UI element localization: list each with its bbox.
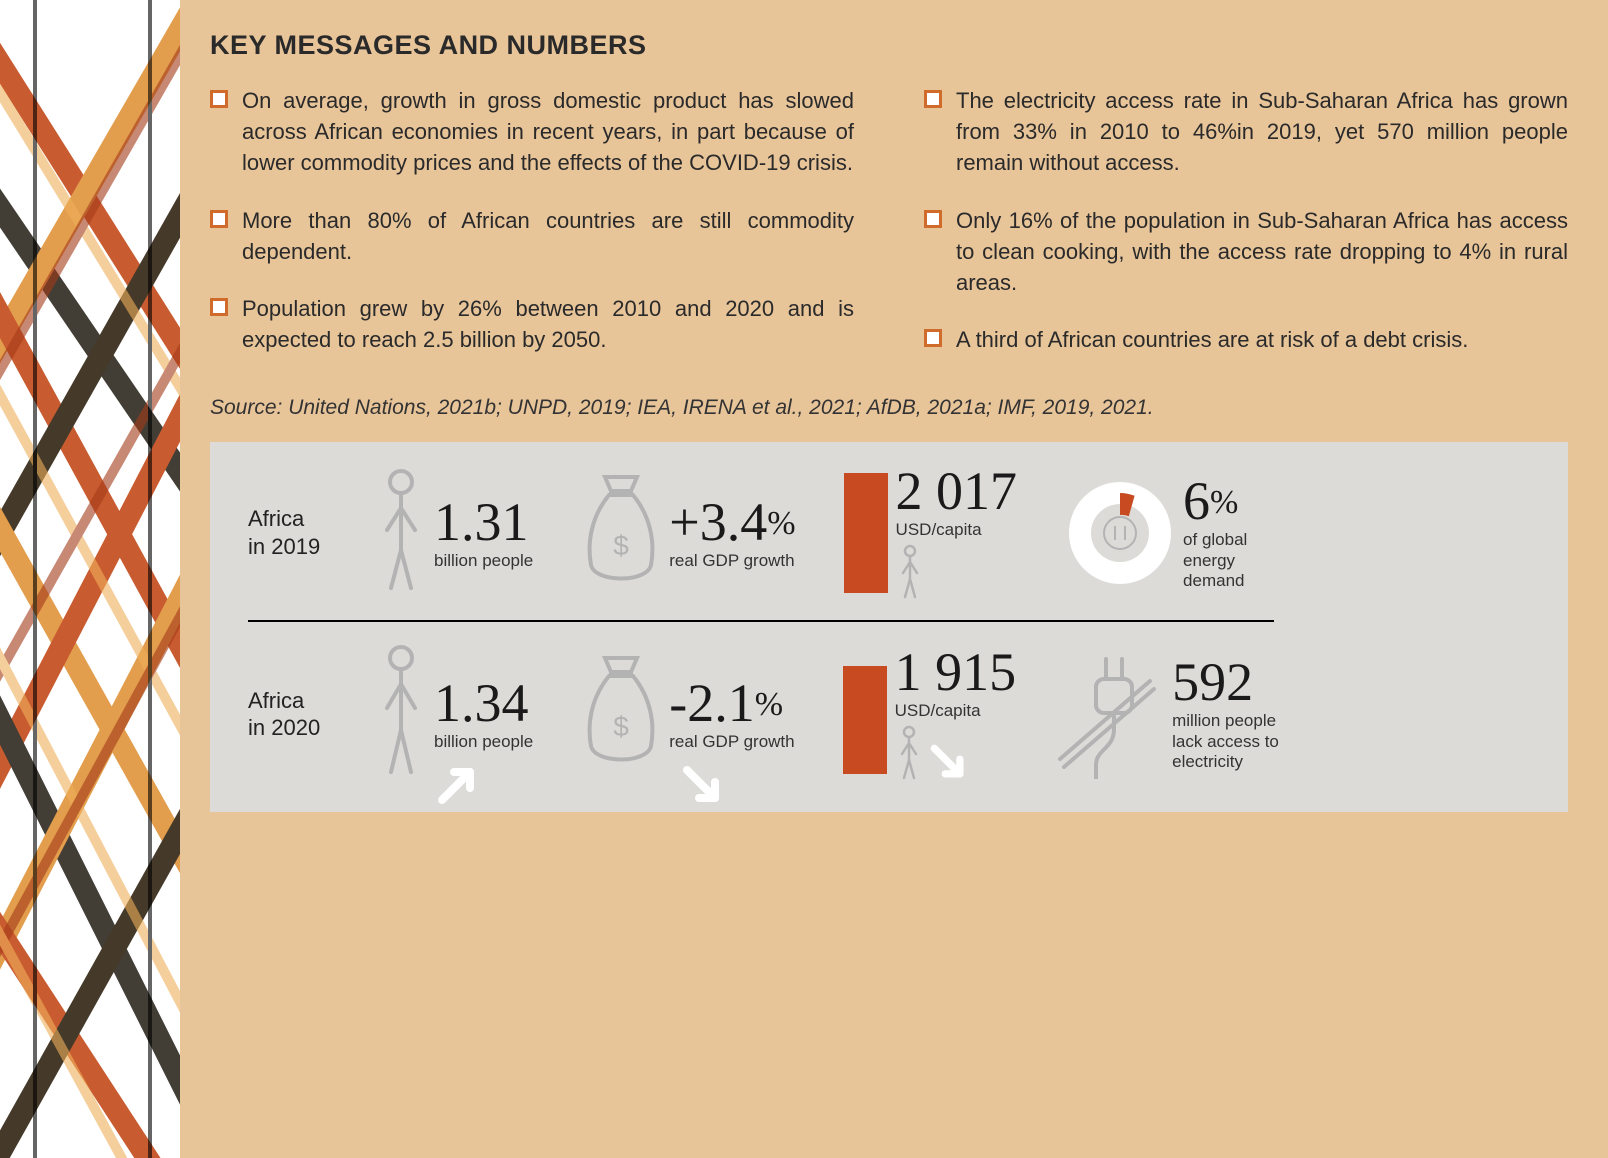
stat-percapita: 1 915 USD/capita [843, 645, 1017, 783]
person-small-icon [896, 544, 924, 602]
row-label: Africa in 2020 [248, 687, 358, 742]
population-value: 1.31 [434, 495, 533, 549]
bullet-item: More than 80% of African countries are s… [210, 205, 854, 267]
stats-row-2020: Africa in 2020 1.34 billion people [248, 644, 1530, 784]
stat-electricity-access: 592 million people lack access to electr… [1054, 649, 1302, 779]
arrow-down-icon [927, 741, 969, 783]
percapita-value: 2 017 [896, 464, 1018, 518]
donut-chart-icon [1065, 478, 1175, 588]
bullet-item: The electricity access rate in Sub-Sahar… [924, 85, 1568, 179]
gdp-value: +3.4% [669, 495, 795, 549]
right-column: The electricity access rate in Sub-Sahar… [924, 85, 1568, 382]
row-label-line2: in 2019 [248, 534, 320, 559]
person-small-icon [895, 725, 923, 783]
bullet-item: Population grew by 26% between 2010 and … [210, 293, 854, 355]
bullet-icon [210, 210, 228, 228]
bar-icon [843, 666, 887, 774]
person-icon [376, 644, 426, 784]
population-value: 1.34 [434, 676, 533, 730]
row-divider [248, 620, 1274, 622]
bullet-text: Only 16% of the population in Sub-Sahara… [956, 205, 1568, 299]
source-citation: Source: United Nations, 2021b; UNPD, 201… [210, 396, 1568, 420]
left-column: On average, growth in gross domestic pro… [210, 85, 854, 382]
bar-icon [844, 473, 888, 593]
bullet-columns: On average, growth in gross domestic pro… [210, 85, 1568, 382]
svg-text:$: $ [613, 530, 629, 561]
row-label-line1: Africa [248, 506, 304, 531]
bullet-item: Only 16% of the population in Sub-Sahara… [924, 205, 1568, 299]
bullet-icon [210, 298, 228, 316]
svg-text:$: $ [613, 711, 629, 742]
gdp-unit: real GDP growth [669, 551, 795, 571]
person-icon [376, 468, 426, 598]
percapita-unit: USD/capita [895, 701, 1017, 721]
stat-percapita: 2 017 USD/capita [844, 464, 1018, 602]
stat-energy-demand: 6% of global energy demand [1065, 474, 1293, 591]
stat-gdp: $ -2.1% real GDP growth [581, 654, 794, 774]
percapita-unit: USD/capita [896, 520, 1018, 540]
stats-panel: Africa in 2019 1.31 billion people [210, 442, 1568, 812]
stat-gdp: $ +3.4% real GDP growth [581, 473, 795, 593]
row-label-line1: Africa [248, 688, 304, 713]
bullet-icon [924, 90, 942, 108]
percapita-value: 1 915 [895, 645, 1017, 699]
bullet-icon [210, 90, 228, 108]
gdp-unit: real GDP growth [669, 732, 794, 752]
money-bag-icon: $ [581, 654, 661, 774]
electricity-value: 592 [1172, 655, 1302, 709]
energy-unit: of global energy demand [1183, 530, 1293, 591]
stat-population: 1.34 billion people [376, 644, 533, 784]
gdp-value: -2.1% [669, 676, 794, 730]
money-bag-icon: $ [581, 473, 661, 593]
main-content: KEY MESSAGES AND NUMBERS On average, gro… [210, 30, 1568, 812]
bullet-text: On average, growth in gross domestic pro… [242, 85, 854, 179]
side-decorative-art [0, 0, 180, 1158]
energy-value: 6% [1183, 474, 1293, 528]
bullet-item: On average, growth in gross domestic pro… [210, 85, 854, 179]
row-label-line2: in 2020 [248, 715, 320, 740]
plug-icon [1054, 649, 1164, 779]
population-unit: billion people [434, 732, 533, 752]
section-heading: KEY MESSAGES AND NUMBERS [210, 30, 1568, 61]
bullet-icon [924, 329, 942, 347]
bullet-text: A third of African countries are at risk… [956, 324, 1468, 355]
arrow-up-icon [434, 762, 480, 808]
bullet-text: Population grew by 26% between 2010 and … [242, 293, 854, 355]
population-unit: billion people [434, 551, 533, 571]
bullet-text: The electricity access rate in Sub-Sahar… [956, 85, 1568, 179]
bullet-icon [924, 210, 942, 228]
arrow-down-icon [679, 762, 725, 808]
bullet-item: A third of African countries are at risk… [924, 324, 1568, 355]
bullet-text: More than 80% of African countries are s… [242, 205, 854, 267]
row-label: Africa in 2019 [248, 505, 358, 560]
electricity-unit: million people lack access to electricit… [1172, 711, 1302, 772]
stat-population: 1.31 billion people [376, 468, 533, 598]
stats-row-2019: Africa in 2019 1.31 billion people [248, 464, 1530, 602]
